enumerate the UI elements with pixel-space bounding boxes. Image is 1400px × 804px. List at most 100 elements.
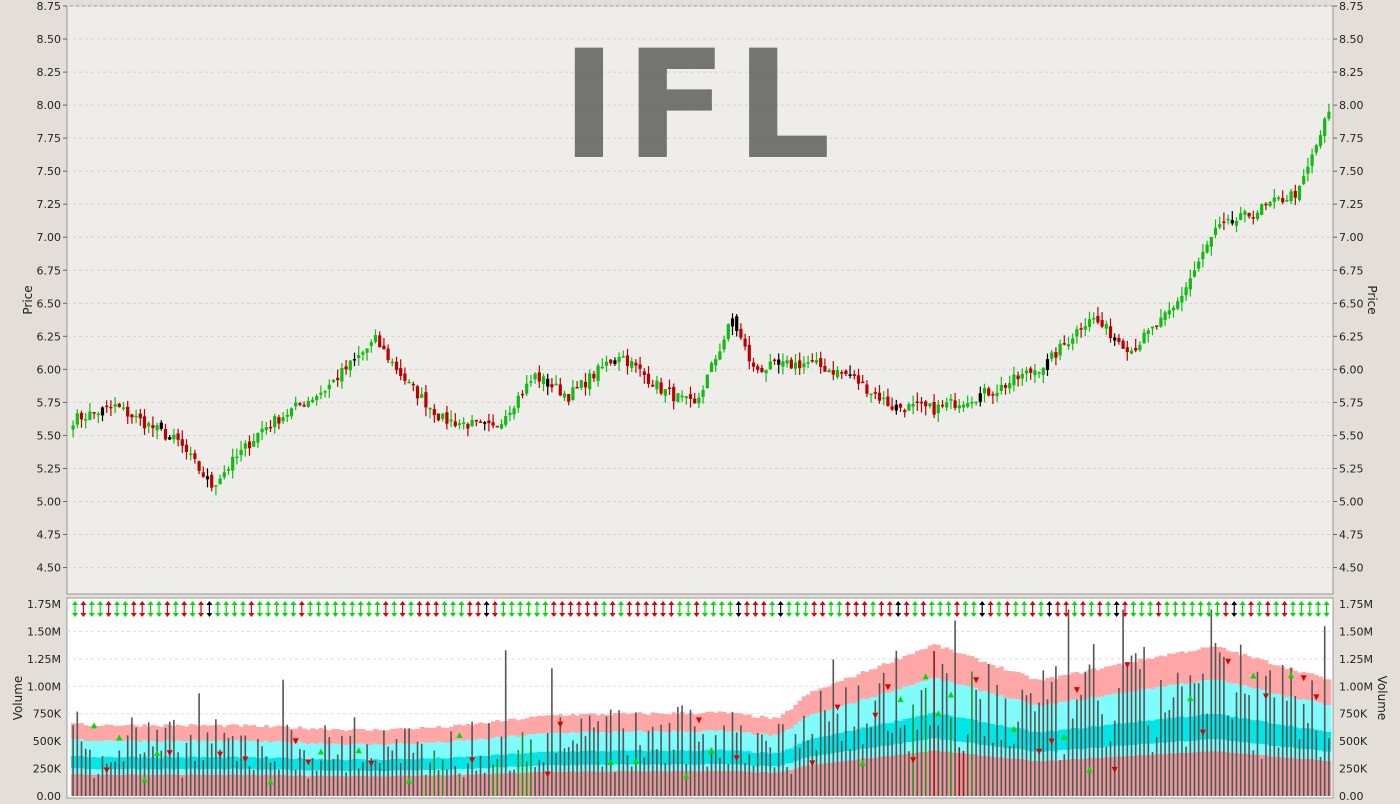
volume-band-segment	[1230, 652, 1235, 684]
candle-body	[1205, 244, 1209, 253]
volume-band-segment	[768, 736, 773, 754]
candle-body	[554, 383, 558, 386]
signal-strip-mark	[114, 613, 120, 617]
volume-band-segment	[554, 715, 559, 734]
signal-strip-mark	[928, 613, 935, 617]
candle-body	[1180, 295, 1184, 303]
signal-strip-mark	[349, 613, 356, 617]
volume-band-segment	[965, 655, 971, 687]
candle-body	[1121, 340, 1125, 349]
candle-body	[436, 413, 441, 421]
volume-band-segment	[537, 733, 542, 752]
candle-body	[1188, 278, 1192, 290]
candle-body	[819, 358, 823, 367]
signal-strip-mark	[1231, 613, 1238, 617]
volume-tick-label: 1.75M	[1339, 598, 1373, 611]
signal-strip-mark	[1122, 613, 1128, 617]
volume-tick-label: 750K	[1339, 708, 1368, 721]
candle-body	[1289, 191, 1293, 202]
signal-strip-mark	[710, 613, 717, 617]
signal-up-marker	[317, 748, 324, 755]
volume-band-segment	[948, 649, 954, 682]
signal-up-marker	[116, 734, 123, 741]
signal-up-marker	[154, 750, 161, 757]
volume-band-segment	[537, 715, 542, 734]
volume-band-segment	[1016, 699, 1021, 728]
signal-up-marker	[1187, 695, 1194, 702]
signal-up-marker	[1010, 725, 1017, 732]
volume-band-segment	[869, 669, 874, 698]
volume-band-segment	[377, 730, 383, 745]
signal-strip-mark	[752, 601, 759, 605]
signal-strip-mark	[408, 601, 414, 605]
signal-strip-mark	[172, 613, 179, 617]
signal-strip-mark	[1290, 601, 1296, 605]
candle-body	[1016, 375, 1020, 380]
signal-strip-mark	[718, 601, 725, 605]
candle-body	[1129, 350, 1134, 354]
candle-body	[273, 416, 277, 428]
volume-band-segment	[806, 716, 811, 741]
signal-strip-mark	[525, 601, 532, 605]
volume-band-segment	[1234, 651, 1239, 684]
volume-band-segment	[121, 725, 126, 742]
volume-band-segment	[906, 718, 912, 743]
signal-strip-mark	[870, 601, 876, 605]
signal-strip-mark	[433, 601, 440, 605]
signal-strip-mark	[693, 613, 700, 617]
candle-body	[684, 396, 688, 399]
candle-body	[743, 338, 747, 347]
candle-body	[936, 404, 940, 414]
candle-body	[453, 421, 457, 427]
signal-up-marker	[1288, 672, 1295, 679]
signal-strip-mark	[676, 613, 683, 617]
volume-band-segment	[1205, 647, 1210, 681]
signal-strip-mark	[853, 601, 860, 605]
volume-band-segment	[444, 728, 450, 744]
volume-band-segment	[873, 669, 878, 697]
candle-body	[478, 421, 483, 424]
signal-strip-mark	[534, 601, 540, 605]
signal-up-marker	[922, 673, 929, 680]
volume-band-segment	[465, 723, 471, 740]
volume-band-segment	[411, 744, 416, 760]
volume-band-segment	[1259, 720, 1265, 745]
signal-strip-mark	[525, 613, 532, 617]
signal-strip-mark	[702, 613, 708, 617]
signal-strip-mark	[231, 601, 238, 605]
candle-body	[676, 393, 680, 402]
candle-body	[382, 345, 386, 350]
price-axis-left: 8.75 8.50 8.25 8.00 7.75 7.50 7.25 7.00 6.75 6.50…	[37, 0, 67, 575]
volume-band-segment	[848, 703, 853, 731]
volume-band-segment	[1200, 647, 1206, 681]
signal-strip-mark	[1096, 613, 1103, 617]
volume-band-segment	[1318, 730, 1323, 751]
signal-strip-mark	[1029, 601, 1036, 605]
candle-body	[613, 360, 617, 365]
volume-tick-label: 500K	[33, 735, 62, 748]
volume-band-segment	[507, 718, 513, 736]
candle-body	[210, 474, 214, 488]
signal-strip-mark	[1197, 601, 1204, 605]
volume-band-segment	[335, 743, 341, 760]
price-tick-label: 8.25	[1339, 66, 1364, 79]
candle-body	[634, 362, 638, 366]
candle-body	[310, 399, 315, 403]
signal-strip-mark	[332, 613, 339, 617]
signal-strip-mark	[357, 601, 364, 605]
volume-band-segment	[1028, 679, 1034, 705]
candle-body	[184, 444, 189, 453]
candle-body	[625, 355, 630, 366]
volume-band-segment	[974, 657, 979, 689]
volume-band-segment	[1196, 649, 1202, 682]
volume-band-segment	[533, 752, 538, 766]
candle-body	[1268, 202, 1272, 206]
volume-band-segment	[684, 732, 689, 752]
volume-tick-label: 500K	[1339, 735, 1368, 748]
signal-down-marker	[1111, 766, 1118, 773]
candle-body	[189, 453, 193, 455]
signal-strip-mark	[1088, 613, 1095, 617]
volume-band-segment	[117, 725, 122, 742]
candle-body	[966, 403, 970, 407]
signal-strip-mark	[660, 601, 666, 605]
